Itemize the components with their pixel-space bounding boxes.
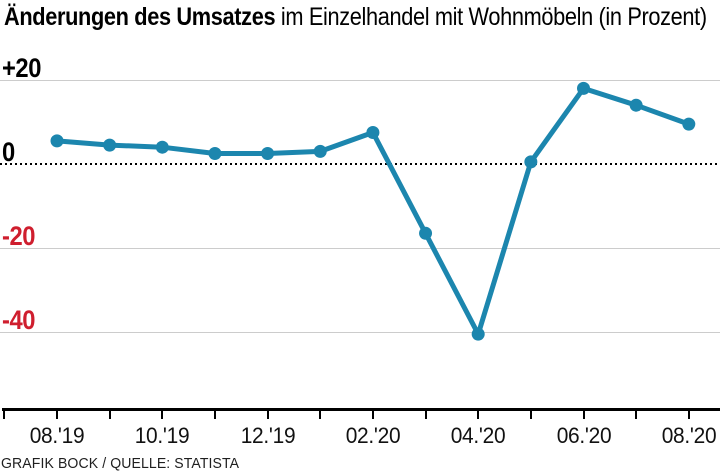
x-axis-label: 04.'20 (450, 423, 506, 448)
data-point-08.'20 (682, 117, 696, 131)
data-point-06.'20 (577, 81, 590, 95)
x-tick (109, 411, 111, 419)
y-axis-label--40: -40 (2, 305, 36, 335)
data-point-11.'19 (208, 147, 222, 160)
x-tick (267, 411, 269, 419)
x-tick (214, 411, 216, 419)
x-tick (372, 411, 374, 419)
revenue-trend-line (54, 85, 692, 337)
data-point-08.'19 (50, 134, 64, 148)
x-axis-label: 12.'19 (240, 423, 296, 448)
x-axis-line (2, 408, 720, 411)
x-tick (477, 411, 479, 419)
data-point-09.'19 (103, 138, 117, 152)
x-tick (161, 411, 163, 419)
gridline--20 (0, 248, 720, 249)
chart-title-bold: Änderungen des Umsatzes (4, 3, 276, 31)
x-tick (583, 411, 585, 419)
data-point-03.'20 (419, 226, 433, 240)
x-axis-label: 02.'20 (345, 423, 401, 448)
data-point-12.'19 (261, 147, 275, 160)
x-axis-label: 06.'20 (556, 423, 612, 448)
data-point-05.'20 (524, 155, 538, 169)
y-axis-label--20: -20 (2, 221, 36, 251)
x-tick (425, 411, 427, 419)
x-tick (56, 411, 58, 419)
chart-title: Änderungen des Umsatzes im Einzelhandel … (4, 3, 707, 31)
x-axis-label: 08.'19 (29, 423, 85, 448)
chart-title-regular: im Einzelhandel mit Wohnmöbeln (in Proze… (275, 3, 707, 31)
x-tick (319, 411, 321, 419)
data-point-01.'20 (313, 144, 327, 158)
x-axis-label: 08.'20 (661, 423, 717, 448)
y-axis-label-20: +20 (2, 53, 41, 83)
x-tick (530, 411, 532, 419)
gridline-20 (0, 80, 720, 81)
x-tick (3, 411, 5, 419)
gridline--40 (0, 332, 720, 333)
data-point-02.'20 (366, 126, 380, 139)
x-tick (688, 411, 690, 419)
y-axis-label-0: 0 (2, 137, 15, 167)
source-credit: GRAFIK BOCK / QUELLE: STATISTA (1, 456, 240, 472)
data-point-10.'19 (155, 140, 169, 154)
x-axis-label: 10.'19 (134, 423, 190, 448)
data-point-07.'20 (629, 98, 643, 112)
zero-baseline-dotted (0, 163, 720, 165)
data-point-04.'20 (471, 327, 485, 341)
x-tick (635, 411, 637, 419)
